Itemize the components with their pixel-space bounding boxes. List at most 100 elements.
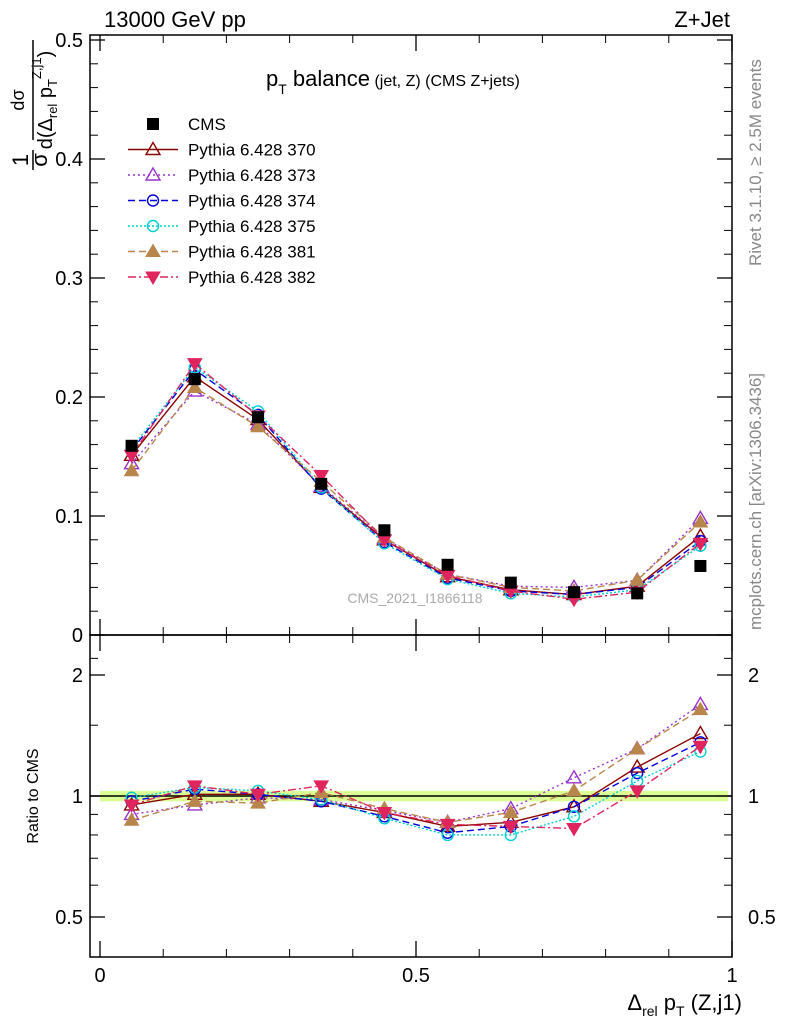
ratio-ytick-label: 1 xyxy=(72,786,83,808)
point-pythia-6-428-381 xyxy=(250,418,266,433)
rivet-version-label: Rivet 3.1.10, ≥ 2.5M events xyxy=(746,59,765,266)
main-ytick-label: 0.3 xyxy=(55,268,83,290)
legend-marker-pythia-6-428-370 xyxy=(144,141,162,156)
ratio-line-pythia-6-428-381 xyxy=(131,709,701,824)
plot-title-extra: (jet, Z) (CMS Z+jets) xyxy=(370,73,520,90)
point-cms xyxy=(441,558,454,571)
xtick-label: 0 xyxy=(94,965,105,987)
ratio-line-pythia-6-428-375 xyxy=(131,750,701,836)
series-line-pythia-6-428-374 xyxy=(131,368,701,596)
point-pythia-6-428-382 xyxy=(313,470,330,484)
svg-text:1: 1 xyxy=(8,154,33,166)
point-cms xyxy=(315,477,328,490)
xtick-label: 0.5 xyxy=(402,965,430,987)
legend-marker-pythia-6-428-373 xyxy=(144,166,162,181)
svg-text:dσ: dσ xyxy=(8,89,28,110)
ratio-point-pythia-6-428-381 xyxy=(502,804,519,818)
legend: CMS Pythia 6.428 370 Pythia 6.428 373 Pythi… xyxy=(128,115,316,287)
ratio-ytick-label-right: 0.5 xyxy=(748,907,776,929)
legend-marker-pythia-6-428-374 xyxy=(146,194,160,207)
ratio-line-pythia-6-428-370 xyxy=(131,732,701,828)
plot-title-p: p xyxy=(266,66,278,91)
legend-label-pythia-6-428-382: Pythia 6.428 382 xyxy=(188,268,316,287)
ratio-point-pythia-6-428-382 xyxy=(629,785,646,799)
ratio-ytick-label: 2 xyxy=(72,665,83,687)
ratio-point-pythia-6-428-370 xyxy=(628,758,646,773)
ratio-point-pythia-6-428-375 xyxy=(567,810,581,823)
point-pythia-6-428-381 xyxy=(123,462,140,477)
ratio-point-pythia-6-428-381 xyxy=(123,812,140,826)
header-right-label: Z+Jet xyxy=(674,7,730,32)
ratio-point-pythia-6-428-381 xyxy=(692,701,709,716)
analysis-watermark: CMS_2021_I1866118 xyxy=(347,590,482,606)
ratio-point-pythia-6-428-374 xyxy=(631,766,644,780)
series-line-pythia-6-428-370 xyxy=(131,375,701,596)
ratio-point-pythia-6-428-374 xyxy=(567,800,581,814)
ratio-point-pythia-6-428-375 xyxy=(631,774,644,788)
ratio-point-pythia-6-428-382 xyxy=(123,799,140,813)
legend-label-pythia-6-428-375: Pythia 6.428 375 xyxy=(188,217,316,236)
ratio-point-pythia-6-428-382 xyxy=(439,818,456,833)
ratio-point-pythia-6-428-382 xyxy=(186,780,203,794)
main-ytick-label: 0.2 xyxy=(55,387,83,409)
point-cms xyxy=(504,576,517,589)
plot-title-T: T xyxy=(278,81,287,97)
ratio-ytick-label-right: 1 xyxy=(748,786,759,808)
series-line-pythia-6-428-373 xyxy=(131,390,701,589)
axis-ticks: 0 0.1 0.2 0.3 0.4 0.5 0.5 0.5 1 1 2 2 0 0.5 1 xyxy=(55,30,776,987)
point-pythia-6-428-382 xyxy=(186,358,203,372)
ylabel-ratio: Ratio to CMS xyxy=(25,748,42,843)
plot-title: pT balance (jet, Z) (CMS Z+jets) xyxy=(266,66,520,97)
series-line-pythia-6-428-382 xyxy=(131,362,701,601)
xlabel: Δrel pT (Z,j1) xyxy=(627,990,742,1019)
main-ytick-label: 0.1 xyxy=(55,506,83,528)
svg-text:σ: σ xyxy=(27,153,52,167)
point-pythia-6-428-382 xyxy=(692,537,709,552)
ratio-line-pythia-6-428-382 xyxy=(131,745,701,830)
main-ytick-label: 0.4 xyxy=(55,149,83,171)
legend-label-pythia-6-428-373: Pythia 6.428 373 xyxy=(188,166,316,185)
point-cms xyxy=(252,411,264,424)
plot-title-balance: balance xyxy=(287,66,370,91)
point-pythia-6-428-381 xyxy=(186,379,203,393)
xtick-label: 1 xyxy=(726,965,737,987)
legend-label-pythia-6-428-370: Pythia 6.428 370 xyxy=(188,141,316,160)
header-left-label: 13000 GeV pp xyxy=(104,7,246,32)
point-cms xyxy=(694,559,707,572)
mcplots-label: mcplots.cern.ch [arXiv:1306.3436] xyxy=(746,373,765,630)
ylabel-upper: 1 σ dσ d(Δrel pTZ,j1) xyxy=(8,40,60,170)
series-line-pythia-6-428-375 xyxy=(131,366,701,598)
ratio-point-pythia-6-428-381 xyxy=(629,740,646,755)
legend-label-pythia-6-428-374: Pythia 6.428 374 xyxy=(188,192,316,211)
ratio-point-pythia-6-428-381 xyxy=(186,793,203,807)
ratio-series-group xyxy=(123,696,709,842)
point-cms xyxy=(125,439,138,452)
ratio-point-pythia-6-428-382 xyxy=(250,788,266,803)
ratio-point-pythia-6-428-382 xyxy=(692,740,709,755)
point-pythia-6-428-381 xyxy=(629,572,646,586)
main-ytick-label: 0 xyxy=(72,625,83,647)
ratio-point-pythia-6-428-373 xyxy=(565,769,583,784)
point-cms xyxy=(378,524,391,537)
ratio-point-pythia-6-428-381 xyxy=(566,782,582,797)
ratio-line-pythia-6-428-373 xyxy=(131,703,701,824)
point-cms xyxy=(568,586,580,599)
ratio-point-pythia-6-428-382 xyxy=(313,780,330,794)
ratio-ytick-label: 0.5 xyxy=(55,907,83,929)
ratio-point-pythia-6-428-370 xyxy=(692,725,709,740)
point-cms xyxy=(631,587,644,600)
ratio-reference-band xyxy=(90,790,732,802)
point-pythia-6-428-381 xyxy=(692,513,709,528)
ratio-point-pythia-6-428-382 xyxy=(502,820,519,835)
ratio-point-pythia-6-428-382 xyxy=(566,823,582,837)
main-ytick-label: 0.5 xyxy=(55,30,83,52)
ratio-ytick-label-right: 2 xyxy=(748,665,759,687)
legend-marker-cms xyxy=(147,118,159,130)
main-series-group xyxy=(123,358,709,608)
ratio-line-pythia-6-428-374 xyxy=(131,741,701,834)
legend-marker-pythia-6-428-382 xyxy=(145,271,161,285)
point-cms xyxy=(188,373,201,386)
ratio-point-pythia-6-428-382 xyxy=(376,806,393,821)
